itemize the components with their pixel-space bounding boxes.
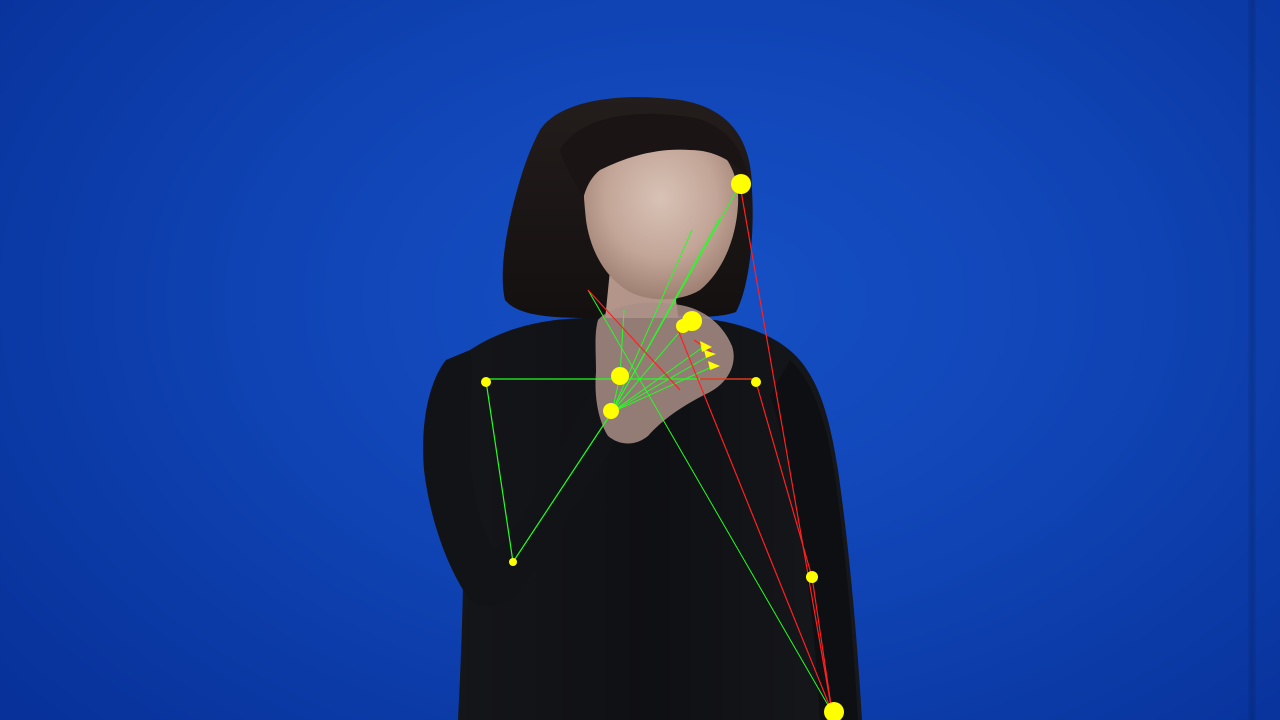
hand-bone xyxy=(611,365,715,413)
keypoint xyxy=(481,377,491,387)
bangs xyxy=(560,113,748,200)
hand-bone xyxy=(611,344,707,413)
torso xyxy=(444,318,862,720)
keypoint xyxy=(751,377,761,387)
right-sleeve xyxy=(770,360,858,720)
hand-bone xyxy=(619,309,625,377)
pose-overlay xyxy=(481,174,844,720)
hand-bone xyxy=(611,217,721,413)
right-hand-bone xyxy=(739,184,833,713)
left-forearm xyxy=(512,411,613,563)
keypoint xyxy=(704,350,716,358)
keypoint xyxy=(806,571,818,583)
keypoint xyxy=(824,702,844,720)
keypoint xyxy=(611,367,629,385)
right-hand-bone xyxy=(587,289,681,391)
keypoint xyxy=(676,319,690,333)
hand-bone xyxy=(611,353,713,413)
left-upper-arm xyxy=(485,380,514,563)
keypoint xyxy=(603,403,619,419)
backdrop-seam xyxy=(1248,0,1256,720)
keypoint xyxy=(509,558,517,566)
keypoint xyxy=(731,174,751,194)
keypoint xyxy=(700,341,712,352)
keypoint xyxy=(708,361,720,370)
hand-bone xyxy=(611,321,689,413)
person xyxy=(423,97,862,720)
hand-bone xyxy=(587,289,833,713)
left-sleeve xyxy=(423,350,640,607)
right-hand-bone xyxy=(677,329,833,713)
